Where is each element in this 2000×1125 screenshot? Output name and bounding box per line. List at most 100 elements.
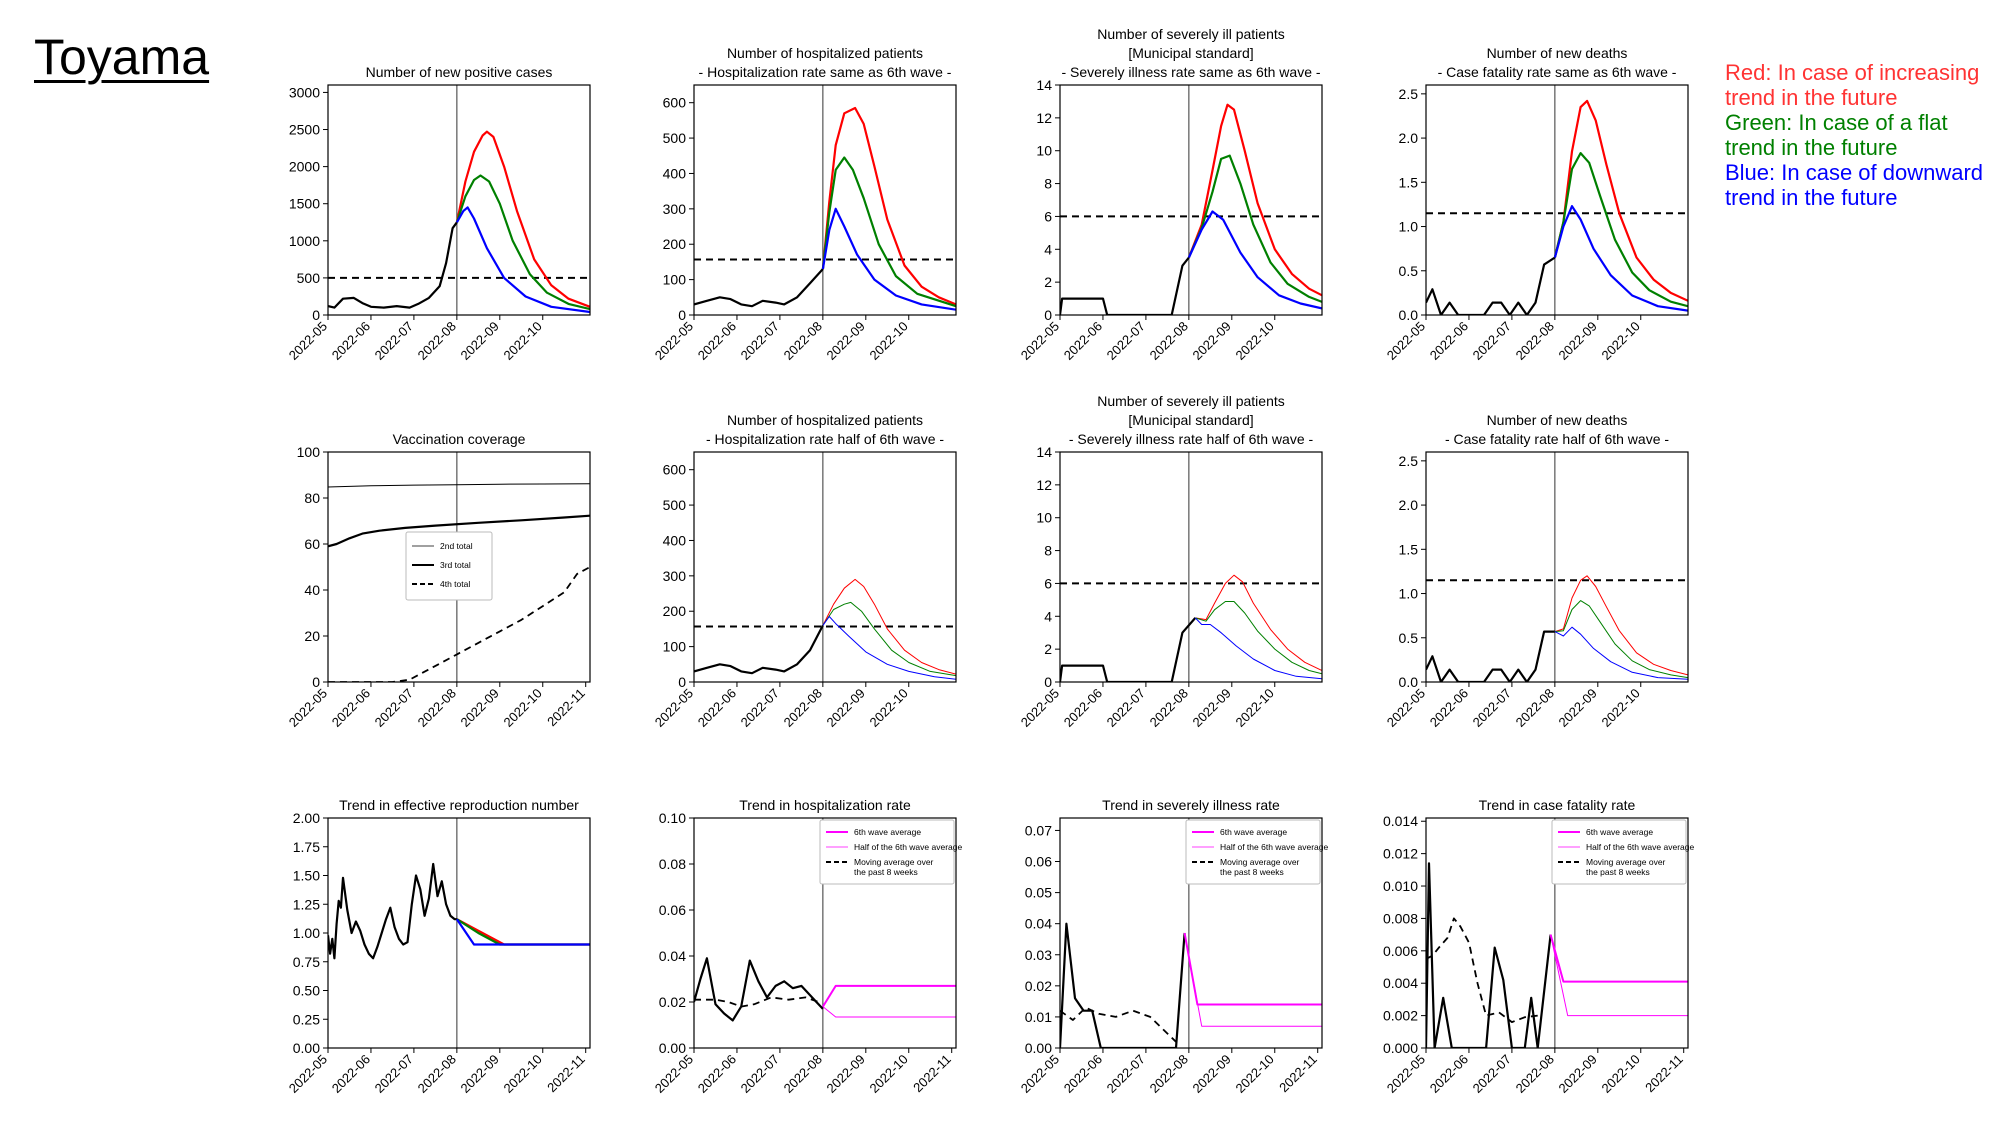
series-line-3 [456, 918, 590, 946]
plot-area [1060, 85, 1322, 315]
plot-frame [327, 451, 591, 683]
y-tick-label: 60 [304, 536, 320, 552]
x-tick-label: 2022-05 [286, 686, 330, 730]
y-tick-label: 0.06 [1025, 854, 1052, 870]
region-title: Toyama [34, 29, 210, 85]
legend-label: 6th wave average [1586, 827, 1653, 837]
x-tick-label: 2022-07 [1104, 1052, 1148, 1096]
chart-title: Number of severely ill patients [1097, 393, 1285, 409]
series-line-2 [1195, 574, 1322, 671]
y-tick-label: 2 [1044, 641, 1052, 657]
legend-green-text: Green: In case of a flat trend in the fu… [1725, 110, 1948, 160]
legend-label: Moving average over [1586, 857, 1666, 867]
y-tick-label: 80 [304, 490, 320, 506]
series-line-4 [1194, 617, 1322, 680]
series-line-3 [821, 156, 956, 308]
chart-title: Number of new deaths [1487, 45, 1628, 61]
x-tick-label: 2022-10 [1599, 1052, 1643, 1096]
plot-area [694, 818, 956, 1048]
series-line-2 [1187, 103, 1322, 297]
chart-title: - Severely illness rate half of 6th wave… [1069, 431, 1314, 447]
legend-label: 4th total [440, 579, 470, 589]
y-tick-label: 0.01 [1025, 1009, 1052, 1025]
x-tick-label: 2022-05 [286, 319, 330, 363]
x-tick-label: 2022-08 [781, 319, 825, 363]
series-line-1 [328, 862, 457, 960]
plot-frame [1425, 451, 1689, 683]
x-tick-label: 2022-09 [1556, 686, 1600, 730]
chart-panel-12: Trend in case fatality rate 0.000 0.002 0.0… [1383, 797, 1695, 1096]
chart-title: [Municipal standard] [1128, 412, 1253, 428]
x-tick-label: 2022-06 [695, 319, 739, 363]
y-tick-label: 0.012 [1383, 846, 1418, 862]
y-tick-label: 0.02 [659, 994, 686, 1010]
x-tick-label: 2022-06 [695, 686, 739, 730]
y-tick-label: 500 [297, 270, 321, 286]
legend-label: Half of the 6th wave average [1586, 842, 1694, 852]
legend-frame [405, 531, 493, 601]
y-tick-label: 0.04 [1025, 916, 1052, 932]
series-line-3 [328, 566, 590, 682]
y-tick-label: 0.25 [293, 1011, 320, 1027]
x-tick-label: 2022-06 [1427, 1052, 1471, 1096]
y-tick-label: 0.04 [659, 948, 686, 964]
series-line-1 [1426, 862, 1552, 1048]
y-tick-label: 0.0 [1399, 674, 1419, 690]
y-tick-label: 0.008 [1383, 910, 1418, 926]
y-tick-label: 2.5 [1399, 86, 1419, 102]
chart-title: [Municipal standard] [1128, 45, 1253, 61]
y-tick-label: 300 [663, 201, 687, 217]
x-tick-label: 2022-08 [1513, 686, 1557, 730]
series-line-1 [328, 483, 590, 488]
plot-area [328, 818, 590, 1048]
plot-area [1426, 818, 1688, 1048]
x-tick-label: 2022-07 [1104, 686, 1148, 730]
x-tick-label: 2022-08 [1147, 686, 1191, 730]
y-tick-label: 100 [663, 639, 687, 655]
plot-frame [693, 84, 957, 316]
x-tick-label: 2022-10 [1233, 319, 1277, 363]
y-tick-label: 0.00 [1025, 1040, 1052, 1056]
x-tick-label: 2022-05 [286, 1052, 330, 1096]
y-tick-label: 600 [663, 95, 687, 111]
x-tick-label: 2022-10 [867, 686, 911, 730]
legend-label: Moving average over [1220, 857, 1300, 867]
plot-frame [1425, 84, 1689, 316]
x-tick-label: 2022-08 [415, 686, 459, 730]
chart-title: Number of new deaths [1487, 412, 1628, 428]
plot-frame [693, 451, 957, 683]
x-tick-label: 2022-07 [1470, 1052, 1514, 1096]
y-tick-label: 6 [1044, 575, 1052, 591]
y-tick-label: 1.0 [1399, 586, 1419, 602]
chart-title: - Case fatality rate half of 6th wave - [1445, 431, 1669, 447]
x-tick-label: 2022-06 [329, 319, 373, 363]
x-tick-label: 2022-09 [1556, 319, 1600, 363]
series-line-2 [455, 130, 590, 308]
y-tick-label: 1000 [289, 233, 320, 249]
series-line-1 [694, 624, 824, 675]
series-line-1 [1060, 922, 1186, 1048]
x-tick-label: 2022-11 [910, 1052, 954, 1096]
series-line-3 [1195, 601, 1322, 675]
y-tick-label: 8 [1044, 543, 1052, 559]
y-tick-label: 3000 [289, 84, 320, 100]
y-tick-label: 1500 [289, 196, 320, 212]
series-line-1 [694, 957, 824, 1022]
x-tick-label: 2022-05 [1384, 686, 1428, 730]
chart-title: - Hospitalization rate same as 6th wave … [699, 64, 952, 80]
y-tick-label: 1.50 [293, 868, 320, 884]
y-tick-label: 2000 [289, 159, 320, 175]
legend-label: Moving average over [854, 857, 934, 867]
series-line-2 [1426, 917, 1538, 1023]
x-tick-label: 2022-09 [824, 1052, 868, 1096]
x-tick-label: 2022-05 [1018, 1052, 1062, 1096]
series-line-2 [1060, 1006, 1177, 1043]
plot-frame [693, 817, 957, 1049]
y-tick-label: 500 [663, 497, 687, 513]
y-tick-label: 0.00 [293, 1040, 320, 1056]
chart-title: Number of severely ill patients [1097, 26, 1285, 42]
y-tick-label: 100 [663, 272, 687, 288]
series-line-3 [1554, 600, 1688, 679]
series-line-4 [822, 616, 956, 680]
